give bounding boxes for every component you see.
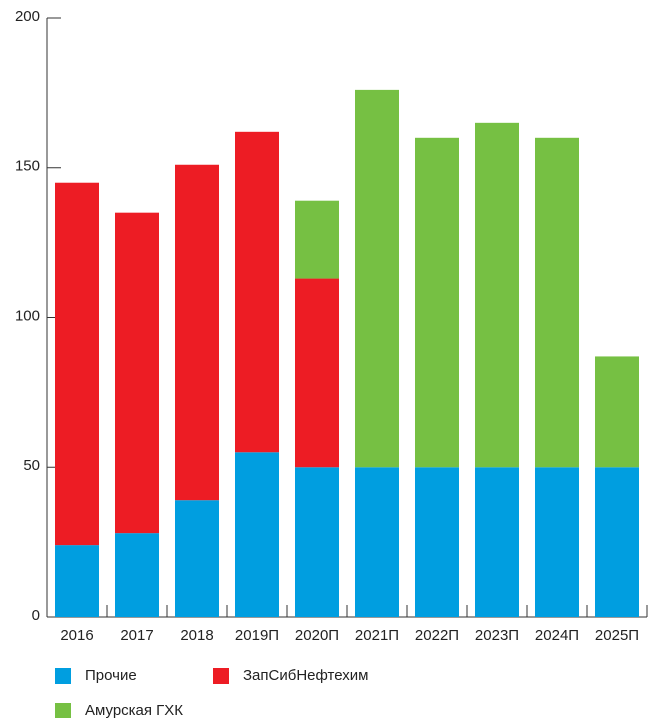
- y-tick-label: 50: [23, 457, 40, 474]
- bar-segment: [55, 182, 99, 546]
- bar-segment: [355, 467, 399, 617]
- x-tick-label: 2025П: [595, 627, 639, 644]
- bar-segment: [295, 278, 339, 468]
- bar-segment: [115, 212, 159, 534]
- y-tick-label: 100: [15, 307, 40, 324]
- bar-segment: [235, 452, 279, 617]
- bar-segment: [115, 533, 159, 617]
- bar-segment: [535, 137, 579, 468]
- y-tick-label: 0: [32, 607, 40, 624]
- x-tick-label: 2023П: [475, 627, 519, 644]
- bar-segment: [295, 200, 339, 279]
- bar-segment: [55, 545, 99, 617]
- legend-swatch: [213, 668, 229, 684]
- x-tick-label: 2024П: [535, 627, 579, 644]
- x-tick-label: 2017: [120, 627, 153, 644]
- bar-segment: [175, 164, 219, 501]
- x-tick-label: 2020П: [295, 627, 339, 644]
- bar-segment: [355, 89, 399, 468]
- bar-segment: [295, 467, 339, 617]
- legend-label: ЗапСибНефтехим: [243, 667, 368, 684]
- bar-segment: [595, 356, 639, 468]
- bar-segment: [235, 131, 279, 453]
- x-tick-label: 2022П: [415, 627, 459, 644]
- legend-label: Амурская ГХК: [85, 702, 183, 718]
- legend-swatch: [55, 703, 71, 718]
- bar-segment: [415, 137, 459, 468]
- bar-segment: [475, 122, 519, 468]
- bar-segment: [475, 467, 519, 617]
- x-tick-label: 2016: [60, 627, 93, 644]
- x-tick-label: 2021П: [355, 627, 399, 644]
- bar-segment: [535, 467, 579, 617]
- bar-segment: [595, 467, 639, 617]
- bar-segment: [415, 467, 459, 617]
- x-tick-label: 2018: [180, 627, 213, 644]
- y-tick-label: 200: [15, 8, 40, 25]
- y-tick-label: 150: [15, 158, 40, 175]
- legend-label: Прочие: [85, 667, 137, 684]
- x-tick-label: 2019П: [235, 627, 279, 644]
- legend-swatch: [55, 668, 71, 684]
- bar-segment: [175, 500, 219, 617]
